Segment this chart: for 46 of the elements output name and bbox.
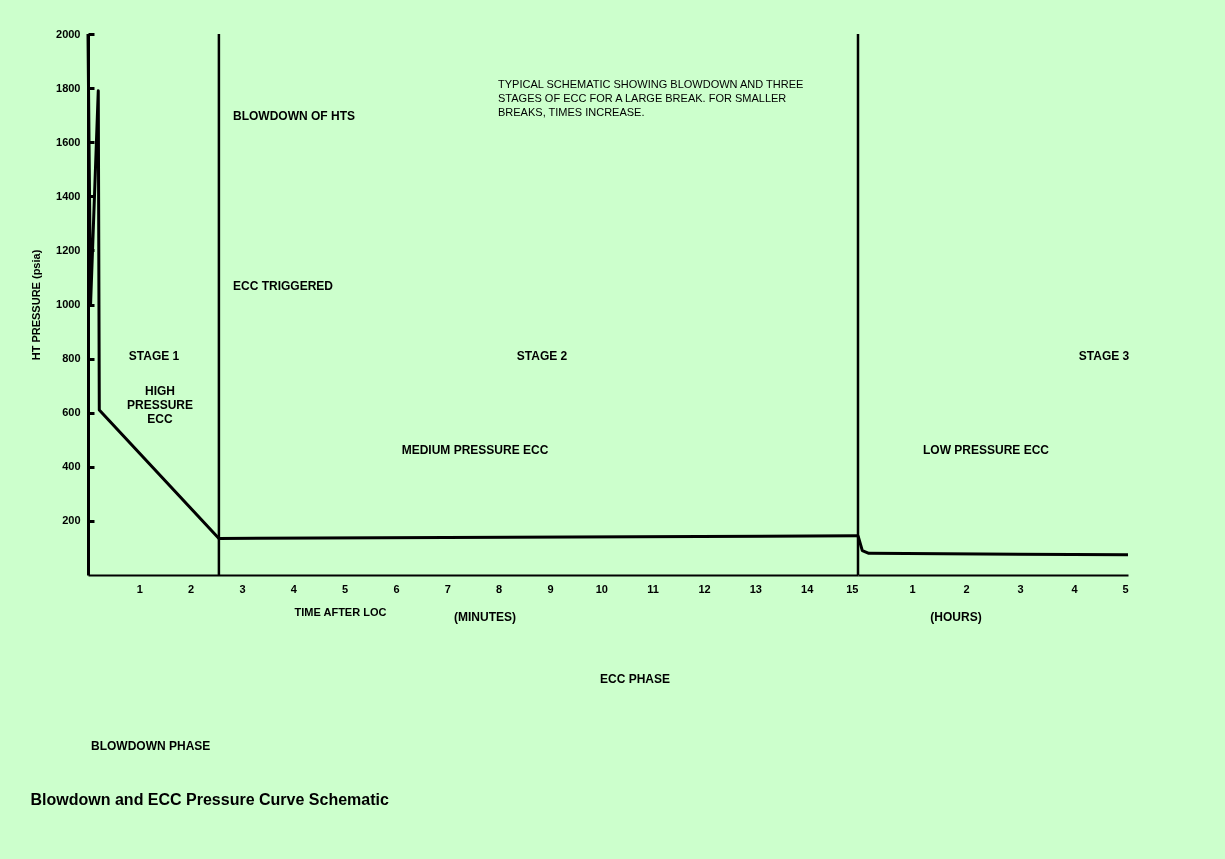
x-tick-label: 4 bbox=[1071, 582, 1079, 595]
annotation: LOW PRESSURE ECC bbox=[922, 443, 1050, 457]
y-tick-label: 400 bbox=[62, 460, 81, 473]
text: Blowdown and ECC Pressure Curve Schematic bbox=[30, 791, 389, 808]
annotation: HIGH PRESSURE ECC bbox=[126, 384, 194, 426]
text: ECC PHASE bbox=[599, 672, 671, 686]
x-tick-label: 10 bbox=[595, 582, 608, 595]
x-tick-label: 5 bbox=[342, 582, 349, 595]
y-tick-label: 1200 bbox=[56, 243, 81, 256]
x-tick-label: 4 bbox=[290, 582, 298, 595]
x-tick-label: 1 bbox=[909, 582, 916, 595]
x-tick-label: 15 bbox=[846, 582, 859, 595]
y-tick-label: 2000 bbox=[56, 27, 81, 40]
x-tick-label: 2 bbox=[963, 582, 970, 595]
y-tick-label: 1000 bbox=[56, 298, 81, 310]
x-tick-label: 8 bbox=[496, 582, 503, 595]
y-tick-label: 1800 bbox=[56, 81, 81, 94]
x-tick-label: 6 bbox=[393, 582, 400, 595]
x-tick-label: 7 bbox=[444, 582, 451, 595]
annotation: MEDIUM PRESSURE ECC bbox=[401, 443, 549, 457]
annotation: TYPICAL SCHEMATIC SHOWING BLOWDOWN AND THREE STAGES OF ECC FOR A LARGE BREAK. FOR SMALLER BREAKS, TIMES INCREASE. bbox=[498, 78, 804, 118]
annotation: ECC TRIGGERED bbox=[233, 279, 334, 293]
x-tick-label: 5 bbox=[1122, 582, 1129, 595]
y-tick-label: 600 bbox=[62, 406, 81, 419]
x-tick-label: 1 bbox=[136, 582, 143, 595]
y-tick-label: 1600 bbox=[56, 135, 81, 148]
y-tick-label: 800 bbox=[62, 352, 81, 365]
x-tick-label: 2 bbox=[188, 582, 195, 595]
annotation: STAGE 3 bbox=[1078, 349, 1130, 363]
x-tick-label: 3 bbox=[1017, 582, 1024, 595]
text: (HOURS) bbox=[930, 610, 982, 624]
x-tick-label: 12 bbox=[698, 582, 711, 595]
x-tick-label: 3 bbox=[239, 582, 246, 595]
y-axis-title: HT PRESSURE (psia) bbox=[30, 249, 43, 361]
annotation: BLOWDOWN OF HTS bbox=[233, 109, 355, 123]
y-tick-label: 1400 bbox=[56, 189, 81, 202]
x-tick-label: 14 bbox=[801, 582, 815, 595]
x-tick-label: 9 bbox=[547, 582, 554, 595]
text: (MINUTES) bbox=[454, 610, 516, 624]
annotation: STAGE 1 bbox=[128, 349, 180, 363]
y-tick-label: 200 bbox=[62, 514, 81, 527]
text: BLOWDOWN PHASE bbox=[91, 739, 211, 753]
annotation: STAGE 2 bbox=[516, 349, 568, 363]
x-tick-label: 11 bbox=[647, 582, 659, 595]
x-tick-label: 13 bbox=[749, 582, 762, 595]
x-axis-title: TIME AFTER LOC bbox=[294, 605, 387, 618]
